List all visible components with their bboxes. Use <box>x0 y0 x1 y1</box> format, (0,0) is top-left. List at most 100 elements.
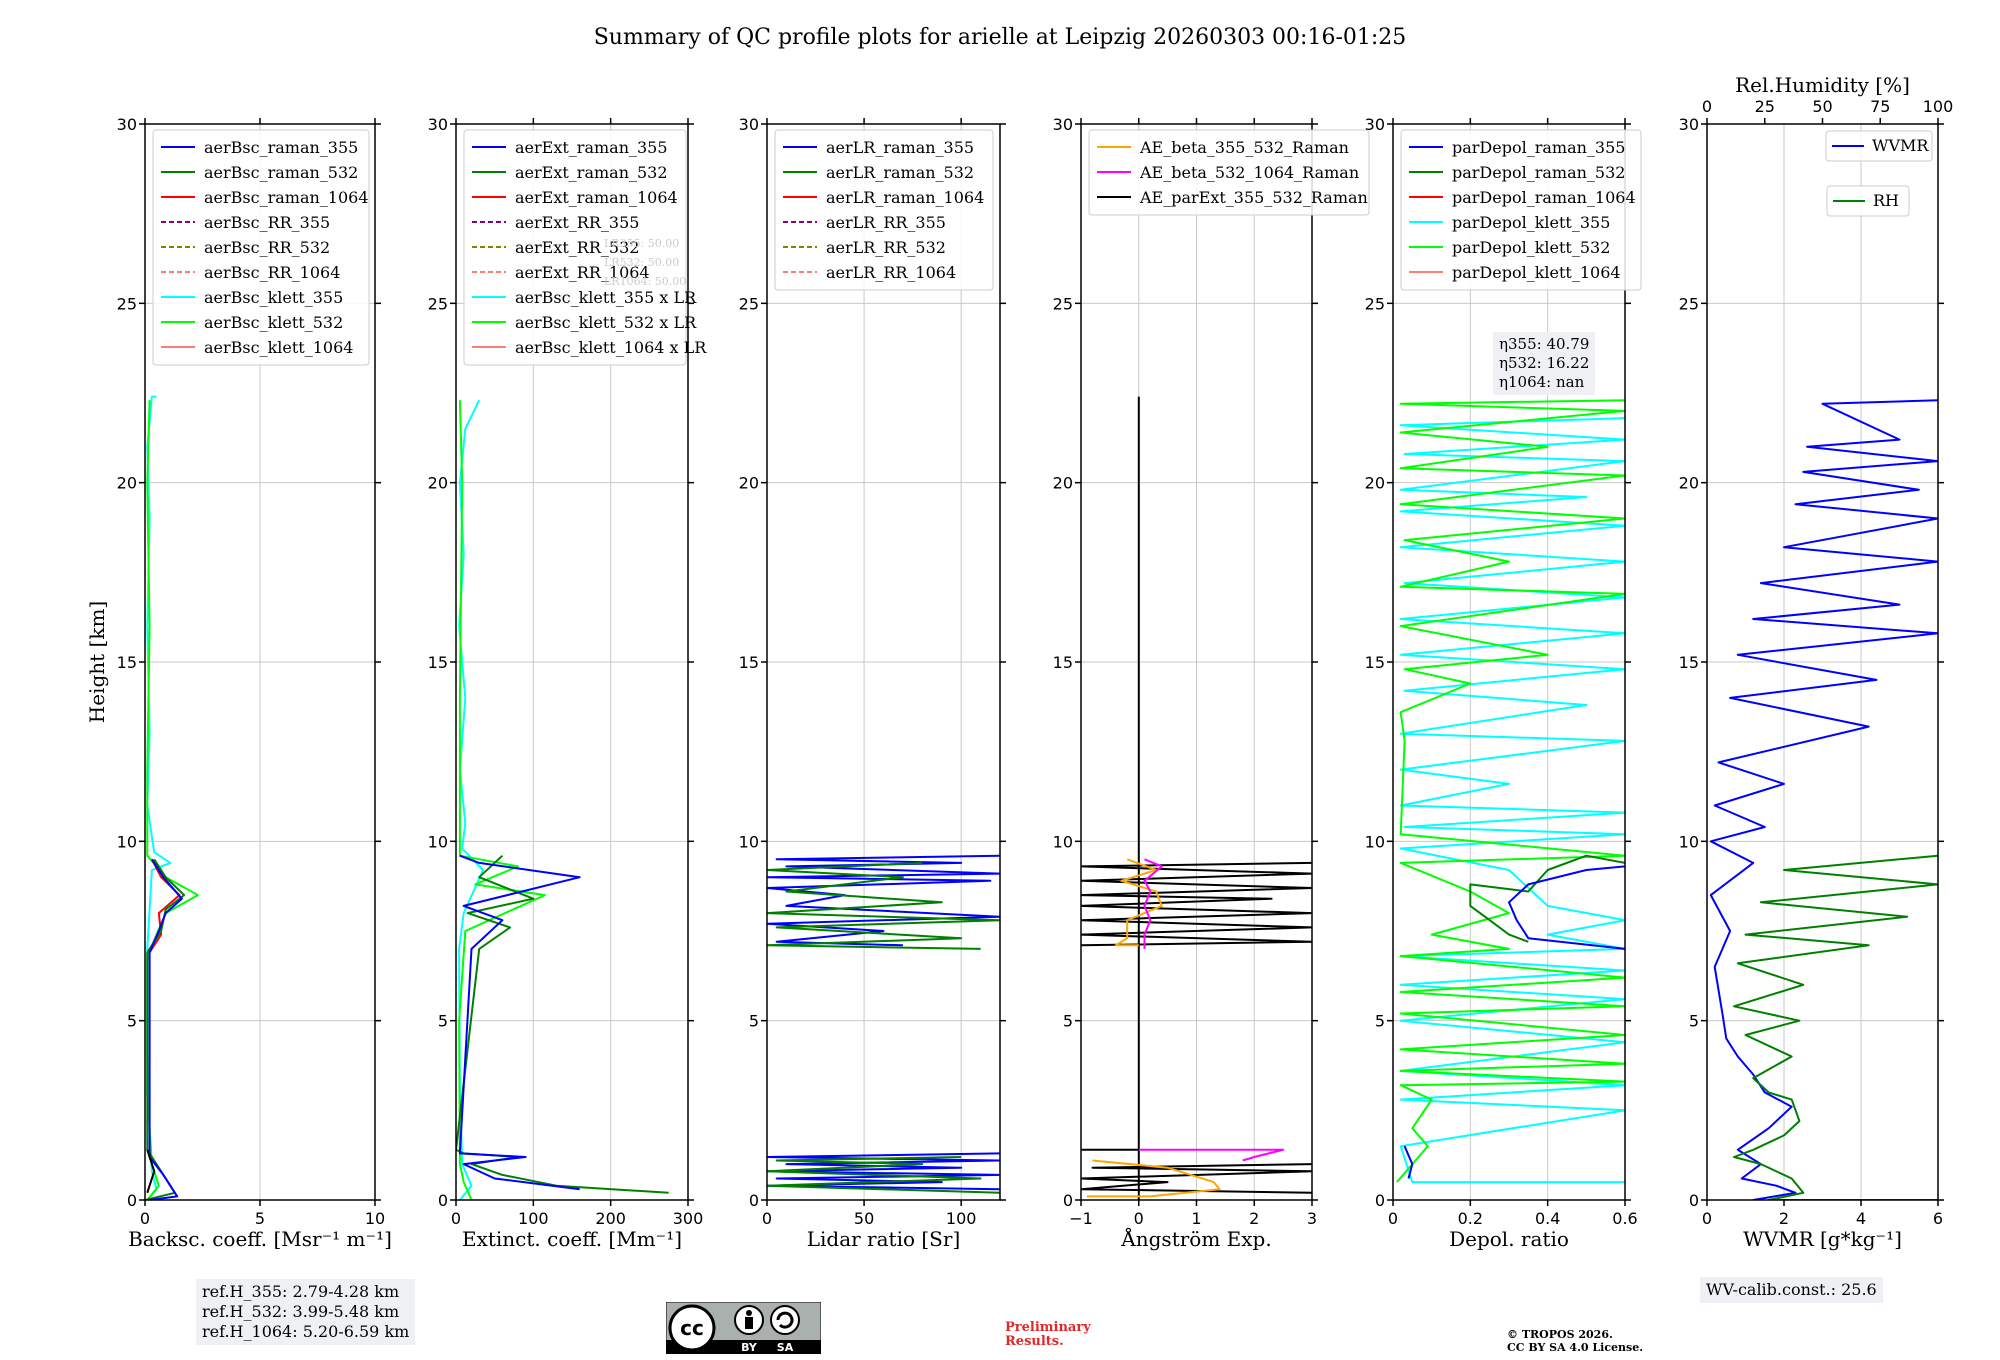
y-tick-label: 20 <box>739 474 759 493</box>
x-tick-label: 10 <box>365 1209 385 1228</box>
x-axis-label: Ångström Exp. <box>1120 1226 1271 1251</box>
reference-heights-box: ref.H_355: 2.79-4.28 km ref.H_532: 3.99-… <box>196 1279 416 1345</box>
y-tick-label: 30 <box>1679 115 1699 134</box>
share-alike-icon <box>770 1305 800 1335</box>
x-tick-label: 0 <box>762 1209 772 1228</box>
x-tick-label: 0.4 <box>1535 1209 1560 1228</box>
ref-height-532: ref.H_532: 3.99-5.48 km <box>202 1302 400 1321</box>
series-line-green <box>767 1156 1000 1194</box>
top-x-tick-label: 75 <box>1870 97 1890 116</box>
preliminary-note: Preliminary Results. <box>1005 1321 1091 1349</box>
series-line-magenta <box>1138 1148 1285 1162</box>
x-tick-label: 2 <box>1779 1209 1789 1228</box>
legend-label: aerExt_RR_1064 <box>515 263 650 282</box>
klett-lr-1064: LR1064: 50.00 <box>604 275 687 288</box>
legend-label: parDepol_klett_355 <box>1452 213 1610 232</box>
series-line-black <box>1081 1163 1312 1194</box>
legend-label: parDepol_raman_532 <box>1452 163 1625 182</box>
x-tick-label: 200 <box>595 1209 626 1228</box>
top-x-axis-label: Rel.Humidity [%] <box>1735 73 1910 97</box>
y-tick-label: 20 <box>1053 474 1073 493</box>
legend-label: aerBsc_klett_355 x LR <box>515 288 697 307</box>
y-tick-label: 20 <box>1679 474 1699 493</box>
x-tick-label: 0.6 <box>1612 1209 1637 1228</box>
legend-label: aerExt_RR_355 <box>515 213 639 232</box>
x-tick-label: 0 <box>451 1209 461 1228</box>
x-tick-label: 5 <box>255 1209 265 1228</box>
y-tick-label: 10 <box>1679 832 1699 851</box>
legend-label: aerBsc_klett_532 <box>204 313 343 332</box>
legend-label: AE_beta_355_532_Raman <box>1139 138 1349 157</box>
y-tick-label: 0 <box>1689 1191 1699 1210</box>
klett-lr-532: LR532: 50.00 <box>604 256 680 269</box>
series-line-green <box>456 854 669 1194</box>
y-tick-label: 25 <box>1365 294 1385 313</box>
y-tick-label: 0 <box>438 1191 448 1210</box>
x-tick-label: 0 <box>1388 1209 1398 1228</box>
panel-ext: 0 100 200 300 0 5 10 15 20 25 30 Extinct. coeff. [M… <box>428 115 708 1251</box>
series-line-cyan <box>1399 417 1625 1184</box>
x-axis-label: Depol. ratio <box>1449 1227 1569 1251</box>
y-tick-label: 25 <box>428 294 448 313</box>
y-tick-label: 0 <box>749 1191 759 1210</box>
legend-label: WVMR <box>1872 136 1929 155</box>
cc-icon-text: cc <box>680 1316 704 1340</box>
series-group <box>456 399 669 1200</box>
eta-532: η532: 16.22 <box>1499 354 1590 372</box>
legend-box <box>152 129 370 366</box>
cc-license-badge: cc BY SA <box>666 1302 821 1354</box>
legend-box <box>463 129 687 366</box>
legend-label: aerLR_RR_1064 <box>826 263 956 282</box>
legend-label: aerExt_RR_532 <box>515 238 639 257</box>
legend-label: aerBsc_raman_355 <box>204 138 358 157</box>
top-x-tick-label: 50 <box>1812 97 1832 116</box>
series-line-blue <box>1403 1145 1414 1179</box>
cc-icon <box>668 1304 716 1352</box>
wv-calibration-box: WV-calib.const.: 25.6 <box>1700 1277 1883 1303</box>
series-line-green <box>767 861 1000 950</box>
x-tick-label: 0 <box>1702 1209 1712 1228</box>
legend-label: aerLR_raman_355 <box>826 138 974 157</box>
x-tick-label: 6 <box>1933 1209 1943 1228</box>
y-tick-label: 15 <box>739 653 759 672</box>
legend-label: aerExt_raman_1064 <box>515 188 678 207</box>
series-line-lime <box>146 400 199 1200</box>
klett-lr-355: LR355: 50.00 <box>604 237 680 250</box>
copyright-line-2: CC BY SA 4.0 License. <box>1507 1341 1644 1354</box>
legend-label: AE_parExt_355_532_Raman <box>1139 188 1368 207</box>
legend-box <box>1088 129 1370 216</box>
legend-label: aerBsc_klett_532 x LR <box>515 313 697 332</box>
x-tick-label: 100 <box>946 1209 977 1228</box>
top-x-tick-label: 25 <box>1755 97 1775 116</box>
series-group <box>1081 396 1312 1200</box>
by-label: BY <box>741 1341 758 1354</box>
series-line-blue <box>1508 865 1625 950</box>
series-line-magenta <box>1143 858 1163 949</box>
preliminary-line-2: Results. <box>1005 1334 1064 1349</box>
legend-box <box>1825 130 1933 162</box>
series-line-blue <box>767 1152 1000 1191</box>
legend-label: AE_beta_532_1064_Raman <box>1139 163 1359 182</box>
y-tick-label: 25 <box>1679 294 1699 313</box>
legend-label: aerLR_raman_1064 <box>826 188 984 207</box>
copyright-line-1: © TROPOS 2026. <box>1507 1328 1613 1341</box>
y-tick-label: 15 <box>1053 653 1073 672</box>
legend-label: aerBsc_klett_1064 <box>204 338 353 357</box>
series-line-green <box>1469 854 1625 943</box>
y-tick-label: 15 <box>1365 653 1385 672</box>
x-axis-label: WVMR [g*kg⁻¹] <box>1743 1227 1902 1251</box>
series-line-orange <box>1086 1159 1221 1198</box>
y-tick-label: 10 <box>117 832 137 851</box>
legend-label: aerLR_raman_532 <box>826 163 974 182</box>
sa-label: SA <box>777 1341 794 1354</box>
x-tick-label: 0 <box>140 1209 150 1228</box>
legend-label: parDepol_raman_1064 <box>1452 188 1636 207</box>
panel-lr: 0 50 100 0 5 10 15 20 25 30 Lidar ratio [Sr] aerLR_… <box>739 115 1006 1251</box>
y-tick-label: 5 <box>127 1012 137 1031</box>
y-tick-label: 25 <box>1053 294 1073 313</box>
legend-box <box>774 129 994 291</box>
legend-label: aerBsc_klett_355 <box>204 288 343 307</box>
eta-1064: η1064: nan <box>1499 373 1585 391</box>
